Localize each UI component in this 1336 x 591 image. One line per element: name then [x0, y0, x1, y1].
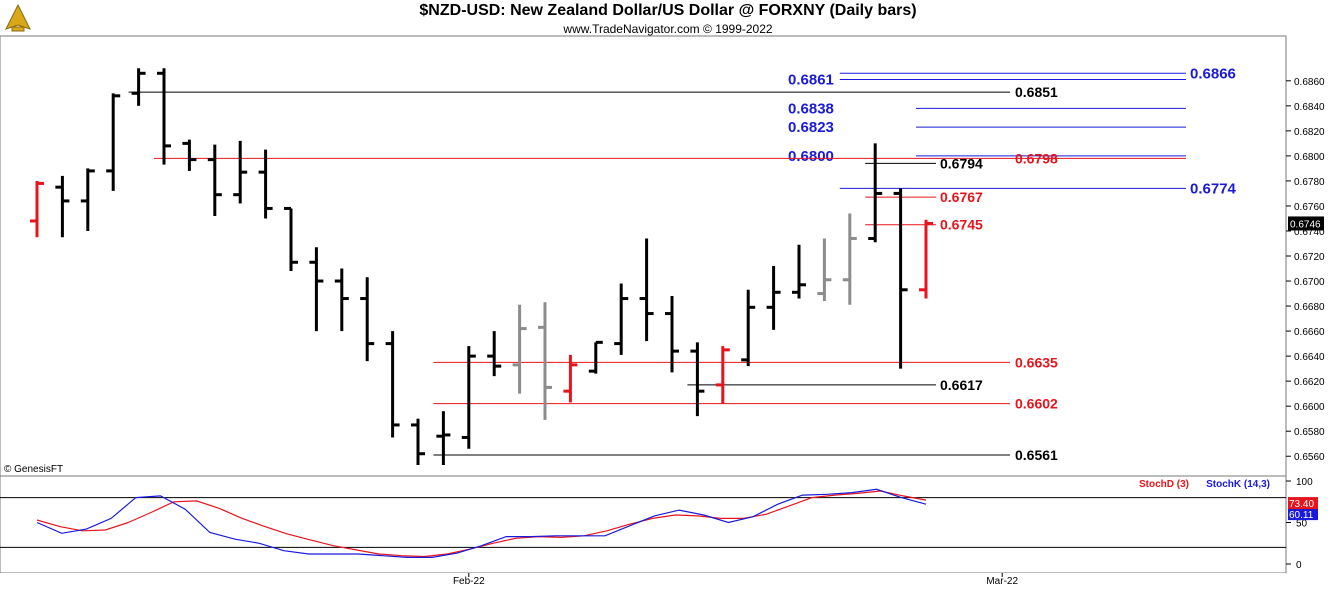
ohlc-bar [461, 346, 476, 449]
ohlc-bar [487, 331, 502, 377]
level-label: 0.6794 [940, 155, 983, 171]
stochastic-lines [36, 488, 927, 559]
stoch-value-label: 60.11 [1289, 510, 1314, 521]
stoch-tick-label: 0 [1296, 560, 1302, 571]
stochk-legend: StochK (14,3) [1206, 479, 1270, 490]
support-resistance-levels: 0.6866 0.6861 0.6851 0.6838 0.6823 0.6800 0.67… [128, 65, 1237, 463]
ohlc-bar [817, 238, 832, 302]
ohlc-bar [334, 268, 349, 332]
stochd-legend: StochD (3) [1139, 479, 1189, 490]
ohlc-bar [741, 289, 756, 367]
ohlc-bar [538, 302, 552, 420]
price-tick-label: 0.6600 [1294, 402, 1325, 413]
ohlc-bar [258, 149, 273, 219]
ohlc-bar [919, 219, 933, 299]
ohlc-bar [868, 143, 883, 243]
ohlc-bar [893, 188, 908, 369]
stoch-tick-label: 100 [1296, 477, 1313, 488]
ohlc-bar [639, 238, 654, 342]
ohlc-bar [588, 340, 603, 374]
level-label: 0.6866 [1190, 65, 1236, 82]
price-axis: 0.6860 0.6840 0.6820 0.6800 0.6780 0.6760 0.67… [1286, 77, 1325, 463]
level-label: 0.6861 [788, 72, 834, 89]
chart-subtitle: www.TradeNavigator.com © 1999-2022 [563, 22, 773, 36]
price-tick-label: 0.6580 [1294, 427, 1325, 438]
price-tick-label: 0.6820 [1294, 127, 1325, 138]
ohlc-bar [207, 144, 222, 216]
ohlc-bar [690, 342, 705, 417]
ohlc-bar [792, 244, 806, 299]
ohlc-bar [614, 283, 629, 355]
level-label: 0.6798 [1015, 150, 1058, 166]
price-tick-label: 0.6800 [1294, 152, 1325, 163]
ohlc-bar [233, 140, 248, 204]
level-label: 0.6800 [788, 148, 834, 165]
ohlc-bar [131, 68, 146, 106]
price-tick-label: 0.6640 [1294, 352, 1325, 363]
watermark: © GenesisFT [4, 464, 63, 475]
stoch-value-box [1288, 497, 1318, 510]
price-tick-label: 0.6840 [1294, 102, 1325, 113]
ohlc-bar [157, 68, 171, 165]
level-label: 0.6602 [1015, 396, 1058, 412]
price-tick-label: 0.6680 [1294, 302, 1325, 313]
ohlc-bar [106, 93, 121, 191]
ohlc-bar [436, 411, 451, 465]
ohlc-bar [512, 304, 527, 394]
level-label: 0.6635 [1015, 354, 1058, 370]
price-tick-label: 0.6620 [1294, 377, 1325, 388]
ohlc-bar [360, 277, 375, 362]
last-price-label: 0.6746 [1290, 219, 1321, 230]
ohlc-bar [80, 168, 95, 231]
level-label: 0.6767 [940, 189, 983, 205]
ohlc-bar [766, 266, 781, 330]
stochk-line [36, 488, 927, 559]
price-tick-label: 0.6760 [1294, 202, 1325, 213]
last-price-box [1288, 216, 1324, 231]
price-tick-label: 0.6700 [1294, 277, 1325, 288]
ohlc-bar [411, 418, 425, 465]
chart-title: $NZD-USD: New Zealand Dollar/US Dollar @… [419, 2, 917, 19]
ohlc-bar [715, 346, 730, 404]
ohlc-bar [284, 206, 298, 272]
price-tick-label: 0.6660 [1294, 327, 1325, 338]
price-tick-label: 0.6780 [1294, 177, 1325, 188]
stochastic-panel[interactable] [0, 475, 1287, 574]
stoch-tick-label: 50 [1296, 519, 1308, 530]
ohlc-bar [385, 331, 400, 438]
ohlc-bar [182, 139, 197, 171]
level-label: 0.6823 [788, 119, 834, 136]
logo [5, 3, 31, 32]
level-label: 0.6617 [940, 377, 983, 393]
ohlc-bar [309, 247, 324, 332]
ohlc-bar [665, 296, 679, 373]
level-label: 0.6851 [1015, 84, 1058, 100]
ohlc-bar [563, 354, 578, 403]
stoch-value-label: 73.40 [1289, 499, 1314, 510]
price-panel[interactable] [0, 35, 1287, 477]
price-tick-label: 0.6860 [1294, 77, 1325, 88]
ohlc-bar [30, 180, 44, 238]
date-tick-label: Mar-22 [986, 576, 1018, 587]
level-label: 0.6561 [1015, 447, 1058, 463]
level-label: 0.6774 [1190, 180, 1237, 197]
ohlc-bar [842, 213, 857, 305]
price-tick-label: 0.6720 [1294, 252, 1325, 263]
date-tick-label: Feb-22 [453, 576, 485, 587]
stoch-value-box [1288, 508, 1318, 521]
price-bars [30, 68, 933, 465]
date-axis: Feb-22 Mar-22 [0, 573, 1286, 591]
price-tick-label: 0.6560 [1294, 452, 1325, 463]
ohlc-bar [55, 175, 70, 238]
price-tick-label: 0.6740 [1294, 227, 1325, 238]
level-label: 0.6745 [940, 217, 983, 233]
level-label: 0.6838 [788, 100, 834, 117]
